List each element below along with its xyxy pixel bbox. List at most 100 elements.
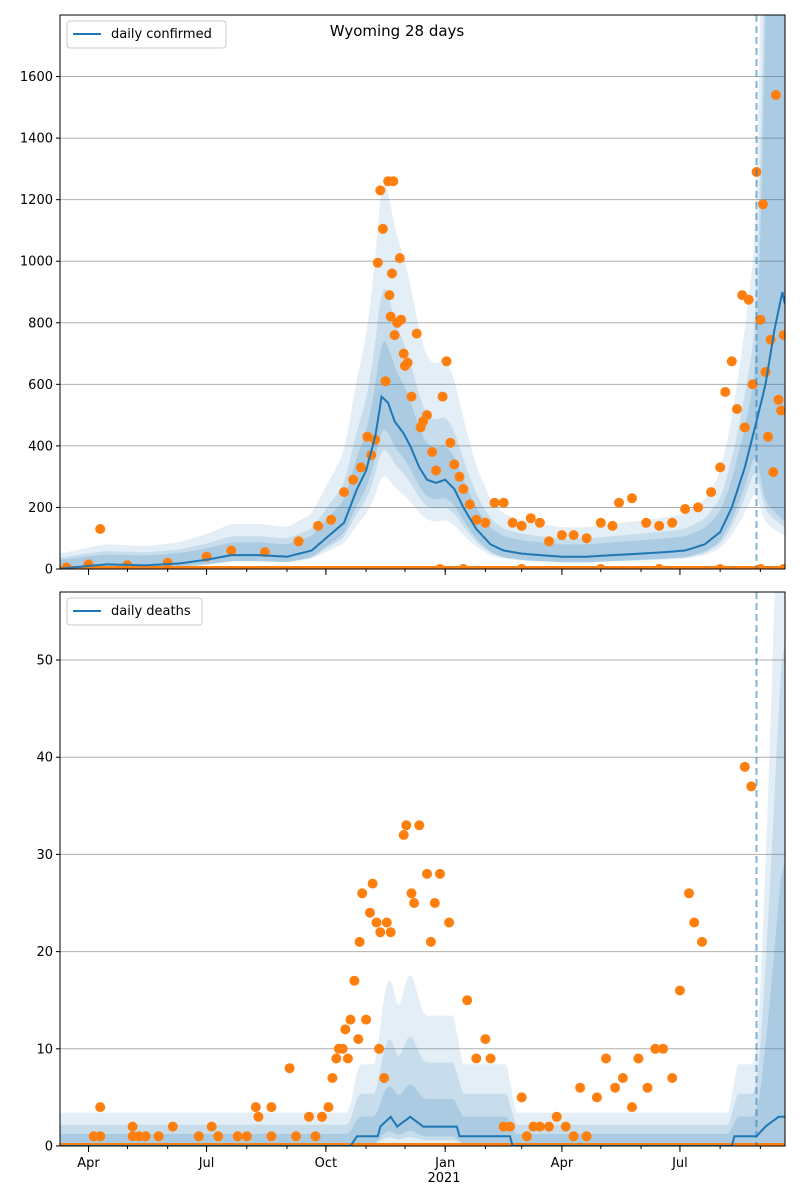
data-point	[377, 223, 388, 234]
data-point	[380, 376, 391, 387]
data-point	[480, 517, 491, 528]
deaths-uncertainty-bands	[60, 592, 785, 1146]
data-point	[614, 497, 624, 508]
data-point	[293, 536, 304, 547]
data-point	[401, 820, 412, 831]
data-point	[127, 1121, 138, 1132]
data-point	[755, 314, 766, 325]
confirmed-legend: daily confirmed	[66, 20, 227, 49]
data-point	[505, 1121, 515, 1132]
data-point	[516, 564, 527, 569]
data-point	[726, 356, 737, 367]
confirmed-y-axis: 0 200 400 600 800 1000 1200 1400 1600	[20, 70, 60, 578]
data-point	[556, 530, 567, 541]
data-point	[385, 311, 396, 322]
data-point	[758, 199, 768, 210]
data-point	[534, 1121, 545, 1132]
data-point	[250, 1102, 261, 1113]
confirmed-gridlines	[60, 76, 785, 508]
data-point	[95, 1102, 106, 1113]
data-point	[706, 487, 717, 498]
data-point	[581, 533, 592, 544]
y-tick-label: 800	[28, 316, 53, 331]
data-point	[525, 513, 536, 524]
data-point	[768, 467, 779, 478]
data-point	[95, 1131, 106, 1142]
data-point	[747, 379, 758, 390]
y-tick-label: 600	[28, 378, 53, 393]
data-point	[667, 1073, 678, 1083]
data-point	[266, 1102, 277, 1113]
uncertainty-band	[60, 15, 785, 569]
data-point	[389, 330, 400, 341]
y-tick-label: 0	[45, 1140, 53, 1155]
data-point	[167, 1121, 178, 1132]
data-point	[372, 257, 383, 268]
data-point	[284, 1063, 295, 1074]
data-point	[425, 936, 436, 947]
series-line	[60, 291, 785, 569]
data-point	[489, 497, 500, 508]
data-point	[449, 459, 460, 470]
data-point	[498, 497, 509, 508]
data-point	[362, 431, 373, 442]
uncertainty-band	[60, 15, 785, 569]
data-point	[617, 1073, 628, 1083]
data-point	[485, 1053, 496, 1064]
data-point	[720, 387, 731, 397]
data-point	[551, 1111, 562, 1122]
y-tick-label: 10	[36, 1042, 53, 1057]
data-point	[226, 545, 237, 556]
data-point	[627, 493, 637, 504]
data-point	[591, 1092, 602, 1103]
data-point	[406, 888, 417, 899]
data-point	[310, 1131, 321, 1142]
x-tick-label: Oct	[315, 1156, 337, 1171]
data-point	[326, 514, 337, 525]
data-point	[213, 1131, 224, 1142]
data-point	[568, 530, 579, 541]
data-point	[755, 564, 766, 569]
legend-label-daily-deaths: daily deaths	[111, 604, 191, 619]
data-point	[193, 1131, 204, 1142]
data-point	[684, 888, 694, 899]
data-point	[516, 520, 527, 531]
data-point	[355, 462, 366, 473]
data-point	[361, 1014, 372, 1025]
data-point	[773, 394, 784, 405]
data-point	[266, 1131, 277, 1142]
data-point	[544, 536, 554, 547]
data-point	[480, 1034, 491, 1045]
y-tick-label: 1400	[20, 132, 53, 147]
data-point	[654, 564, 665, 569]
data-point	[770, 90, 781, 100]
data-point	[375, 927, 386, 938]
y-tick-label: 30	[36, 848, 53, 863]
data-point	[162, 557, 173, 568]
data-point	[693, 502, 704, 513]
data-point	[746, 781, 757, 792]
data-point	[458, 484, 469, 494]
data-point	[83, 559, 94, 569]
deaths-legend: daily deaths	[66, 597, 203, 626]
data-point	[715, 564, 726, 569]
data-point	[601, 1053, 611, 1064]
data-point	[471, 1053, 482, 1064]
data-point	[763, 431, 774, 442]
data-point	[367, 878, 378, 889]
data-point	[560, 1121, 571, 1132]
data-point	[375, 185, 386, 196]
data-point	[732, 404, 742, 414]
y-tick-label: 20	[36, 945, 53, 960]
deaths-x-axis: Apr Jul Oct Jan Apr Jul	[77, 1146, 761, 1171]
data-point	[595, 564, 606, 569]
data-point	[394, 253, 405, 264]
x-axis-year-label: 2021	[427, 1171, 460, 1186]
data-point	[607, 520, 618, 531]
legend-box	[66, 20, 227, 49]
data-point	[697, 936, 707, 947]
data-point	[534, 517, 545, 528]
chart-title: Wyoming 28 days	[330, 22, 465, 40]
data-point	[140, 1131, 151, 1142]
data-point	[674, 985, 685, 996]
